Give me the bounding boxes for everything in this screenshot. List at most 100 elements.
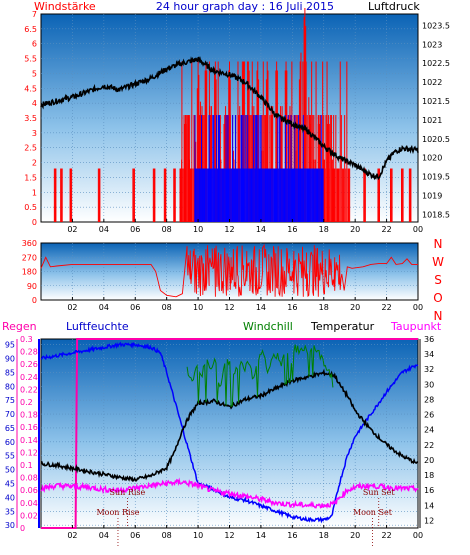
- pressure-ytick-label: 1018.5: [422, 210, 450, 219]
- direction-panel-xtick-label: 18: [319, 303, 329, 312]
- direction-ytick-label: 360: [22, 239, 37, 248]
- direction-ytick-label: 0: [32, 296, 37, 305]
- direction-compass-label: O: [433, 291, 442, 305]
- rain-series-line: [41, 338, 418, 529]
- wind-axis-label: Windstärke: [34, 0, 96, 13]
- temperature-ytick-label: 18: [424, 471, 434, 480]
- temperature-ytick-label: 20: [424, 456, 434, 465]
- direction-panel-xtick-label: 20: [350, 303, 360, 312]
- wind-ytick-label: 5: [32, 69, 37, 78]
- direction-panel-xtick-label: 14: [256, 303, 266, 312]
- rain-ytick-label: 0.18: [20, 411, 38, 420]
- wind-ytick-label: 4: [32, 99, 37, 108]
- temp-panel-xtick-label: 12: [224, 531, 234, 540]
- temperature-ytick-label: 12: [424, 516, 434, 525]
- wind-ytick-label: 2: [32, 159, 37, 168]
- rain-ytick-label: 0.02: [20, 511, 38, 520]
- direction-compass-label: N: [434, 237, 443, 251]
- wind-ytick-label: 1.5: [24, 173, 37, 182]
- pressure-ytick-label: 1022.5: [422, 59, 450, 68]
- temp-panel-xtick-label: 00: [413, 531, 423, 540]
- temp-panel-xtick-label: 22: [381, 531, 391, 540]
- wind-panel-xtick-label: 16: [287, 225, 297, 234]
- wind-panel-xtick-label: 10: [193, 225, 203, 234]
- temp-panel-xtick-label: 14: [256, 531, 266, 540]
- rain-ytick-label: 0: [20, 524, 25, 533]
- rain-ytick-label: 0.1: [20, 461, 33, 470]
- pressure-ytick-label: 1019: [422, 192, 442, 201]
- humidity-ytick-label: 50: [5, 466, 15, 475]
- temp-panel-xtick-label: 04: [99, 531, 109, 540]
- rain-ytick-label: 0.28: [20, 348, 38, 357]
- sun-set-label: Sun Set: [363, 488, 396, 497]
- temp-panel-xtick-label: 02: [67, 531, 77, 540]
- humidity-ytick-label: 35: [5, 507, 15, 516]
- dewpoint-series-line: [40, 477, 419, 510]
- wind-panel-xtick-label: 18: [319, 225, 329, 234]
- temperature-ytick-label: 22: [424, 441, 434, 450]
- wind-direction-series-line: [40, 243, 418, 298]
- moon-rise-label: Moon Rise: [96, 508, 139, 517]
- wind-ytick-label: 7: [32, 10, 37, 19]
- temperature-series-line: [40, 368, 418, 483]
- wind-panel-xtick-label: 20: [350, 225, 360, 234]
- humidity-axis-label: Luftfeuchte: [66, 320, 129, 333]
- wind-ytick-label: 4.5: [24, 84, 37, 93]
- pressure-ytick-label: 1021.5: [422, 97, 450, 106]
- rain-ytick-label: 0.3: [20, 335, 33, 344]
- direction-panel-xtick-label: 02: [67, 303, 77, 312]
- wind-ytick-label: 0: [32, 218, 37, 227]
- wind-panel-xtick-label: 22: [381, 225, 391, 234]
- temp-panel-xtick-label: 20: [350, 531, 360, 540]
- humidity-ytick-label: 40: [5, 493, 15, 502]
- direction-panel-xtick-label: 10: [193, 303, 203, 312]
- wind-panel-xtick-label: 08: [162, 225, 172, 234]
- rain-ytick-label: 0.2: [20, 398, 33, 407]
- temperature-ytick-label: 16: [424, 486, 434, 495]
- direction-panel-xtick-label: 06: [130, 303, 140, 312]
- temperature-ytick-label: 28: [424, 395, 434, 404]
- rain-ytick-label: 0.04: [20, 499, 38, 508]
- humidity-ytick-label: 60: [5, 438, 15, 447]
- temperature-ytick-label: 24: [424, 426, 434, 435]
- wind-panel-xtick-label: 00: [413, 225, 423, 234]
- temperature-ytick-label: 30: [424, 380, 434, 389]
- moon-set-label: Moon Set: [353, 508, 393, 517]
- wind-ytick-label: 3: [32, 129, 37, 138]
- humidity-series-line: [40, 341, 419, 524]
- wind-panel-xtick-label: 04: [99, 225, 109, 234]
- pressure-ytick-label: 1019.5: [422, 173, 450, 182]
- page-title: 24 hour graph day : 16 Juli 2015: [156, 0, 334, 13]
- pressure-axis-label: Luftdruck: [368, 0, 420, 13]
- temperature-ytick-label: 14: [424, 501, 434, 510]
- wind-average-series: [194, 115, 324, 222]
- pressure-ytick-label: 1020.5: [422, 135, 450, 144]
- wind-panel-xtick-label: 14: [256, 225, 266, 234]
- humidity-ytick-label: 65: [5, 424, 15, 433]
- rain-ytick-label: 0.16: [20, 423, 38, 432]
- windchill-label: Windchill: [243, 320, 293, 333]
- humidity-ytick-label: 75: [5, 396, 15, 405]
- rain-ytick-label: 0.22: [20, 385, 38, 394]
- wind-ytick-label: 2.5: [24, 144, 37, 153]
- wind-ytick-label: 6.5: [24, 25, 37, 34]
- rain-ytick-label: 0.24: [20, 373, 38, 382]
- wind-panel-xtick-label: 12: [224, 225, 234, 234]
- wind-panel-xtick-label: 02: [67, 225, 77, 234]
- direction-compass-label: S: [434, 273, 442, 287]
- rain-ytick-label: 0.12: [20, 448, 38, 457]
- temp-panel-xtick-label: 18: [319, 531, 329, 540]
- humidity-ytick-label: 45: [5, 480, 15, 489]
- pressure-ytick-label: 1023: [422, 40, 442, 49]
- direction-panel-xtick-label: 16: [287, 303, 297, 312]
- wind-ytick-label: 0.5: [24, 203, 37, 212]
- dewpoint-label: Taupunkt: [390, 320, 442, 333]
- humidity-ytick-label: 90: [5, 354, 15, 363]
- direction-ytick-label: 180: [22, 268, 37, 277]
- direction-panel-xtick-label: 08: [162, 303, 172, 312]
- direction-ytick-label: 90: [27, 282, 37, 291]
- temp-panel-xtick-label: 10: [193, 531, 203, 540]
